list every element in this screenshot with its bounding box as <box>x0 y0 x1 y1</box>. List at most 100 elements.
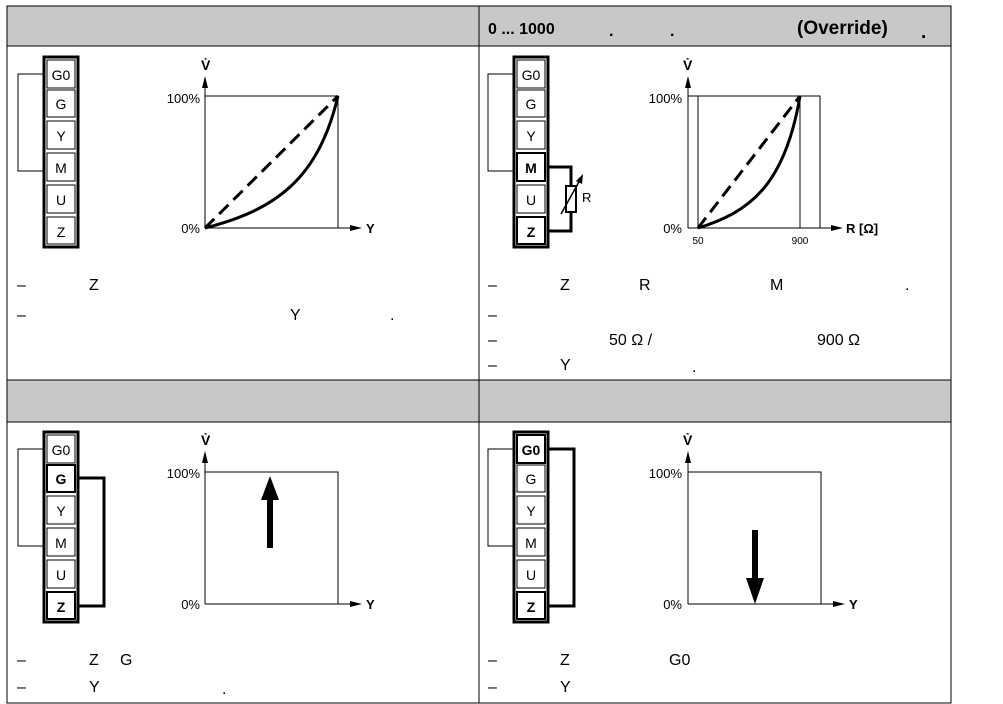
label-100pct: 100% <box>649 466 683 481</box>
svg-text:Y: Y <box>560 679 571 696</box>
tick-50: 50 <box>692 236 704 247</box>
description: – Z R M . – – 50 Ω / 900 Ω – Y . <box>488 277 909 376</box>
header-dot-b: . <box>670 23 674 40</box>
axis-y-label: Y <box>366 221 375 236</box>
header-row-top-left <box>7 6 479 46</box>
header-dot-a: . <box>609 23 613 40</box>
svg-text:R: R <box>639 277 651 294</box>
terminal-g0: G0 <box>52 67 71 83</box>
equal-percentage-curve <box>204 95 340 230</box>
equal-percentage-curve <box>697 95 802 230</box>
description: – Z – Y . <box>17 277 394 324</box>
svg-text:900 Ω: 900 Ω <box>817 332 860 349</box>
svg-text:Z: Z <box>89 277 99 294</box>
terminal-u: U <box>526 192 536 208</box>
svg-text:–: – <box>17 277 26 294</box>
panel-top-right: G0 G Y M U Z R V̇ 100% 0% 50 900 <box>487 55 909 376</box>
svg-text:–: – <box>488 332 497 349</box>
svg-text:50 Ω /: 50 Ω / <box>609 332 653 349</box>
axis-y-label: Y <box>849 597 858 612</box>
panel-bottom-right: G0 G Y M U Z V̇ 100% 0% Y – Z G0 – <box>487 430 858 696</box>
svg-text:–: – <box>17 652 26 669</box>
description: – Z G0 – Y <box>488 652 690 696</box>
terminal-m: M <box>525 535 537 551</box>
characteristic-chart: V̇ 100% 0% Y <box>649 432 858 612</box>
terminal-u: U <box>526 567 536 583</box>
bracket-g0-m <box>487 448 514 547</box>
resistor-icon <box>565 185 577 213</box>
terminal-g: G <box>526 471 537 487</box>
terminal-y: Y <box>56 128 66 144</box>
terminal-u: U <box>56 192 66 208</box>
bracket-g0-m <box>17 448 44 547</box>
svg-text:–: – <box>488 307 497 324</box>
linear-characteristic <box>203 94 340 230</box>
svg-text:Z: Z <box>560 652 570 669</box>
label-0pct: 0% <box>181 221 200 236</box>
svg-text:.: . <box>905 277 909 294</box>
label-0pct: 0% <box>663 221 682 236</box>
svg-text:.: . <box>222 681 226 698</box>
terminal-m: M <box>55 160 67 176</box>
header-dot-c: . <box>921 22 926 43</box>
svg-text:Z: Z <box>560 277 570 294</box>
svg-text:–: – <box>17 307 26 324</box>
terminal-z: Z <box>527 224 536 240</box>
svg-text:.: . <box>692 359 696 376</box>
svg-text:–: – <box>488 277 497 294</box>
jumper-g-z <box>78 476 106 608</box>
axis-vdot: V̇ <box>683 432 693 448</box>
table-grid <box>6 5 952 704</box>
bracket-g0-m <box>487 73 514 172</box>
resistor-wire <box>548 165 573 186</box>
terminal-y: Y <box>526 503 536 519</box>
terminal-y: Y <box>526 128 536 144</box>
svg-text:G: G <box>120 652 132 669</box>
axis-vdot: V̇ <box>201 57 211 73</box>
axis-y-label: Y <box>366 597 375 612</box>
bracket-g0-m <box>17 73 44 172</box>
terminal-block: G0 G Y M U Z <box>487 430 576 624</box>
header-row-top-right <box>479 6 951 46</box>
terminal-g: G <box>56 471 67 487</box>
svg-text:Y: Y <box>290 307 301 324</box>
svg-text:Y: Y <box>560 357 571 374</box>
label-0pct: 0% <box>181 597 200 612</box>
svg-text:–: – <box>488 357 497 374</box>
terminal-g: G <box>526 96 537 112</box>
axis-vdot: V̇ <box>683 57 693 73</box>
tick-900: 900 <box>792 236 809 247</box>
terminal-y: Y <box>56 503 66 519</box>
svg-text:–: – <box>488 679 497 696</box>
header-override: (Override) <box>797 18 888 39</box>
terminal-block: G0 G Y M U Z <box>17 430 106 624</box>
label-100pct: 100% <box>649 91 683 106</box>
panel-top-left: G0 G Y M U Z V̇ 100% 0% Y – Z – Y . <box>17 55 394 324</box>
svg-text:.: . <box>390 307 394 324</box>
terminal-block: G0 G Y M U Z <box>17 55 80 249</box>
svg-text:Z: Z <box>89 652 99 669</box>
terminal-g0: G0 <box>522 442 541 458</box>
svg-text:Y: Y <box>89 679 100 696</box>
terminal-u: U <box>56 567 66 583</box>
terminal-z: Z <box>527 599 536 615</box>
terminal-block: G0 G Y M U Z R <box>487 55 591 249</box>
jumper-g0-z <box>548 447 576 608</box>
svg-text:G0: G0 <box>669 652 690 669</box>
characteristic-chart: V̇ 100% 0% 50 900 R [Ω] <box>649 57 878 247</box>
resistor-label: R <box>582 190 591 205</box>
characteristic-chart: V̇ 100% 0% Y <box>167 432 375 612</box>
axis-vdot: V̇ <box>201 432 211 448</box>
label-100pct: 100% <box>167 466 201 481</box>
label-100pct: 100% <box>167 91 201 106</box>
svg-text:–: – <box>488 652 497 669</box>
resistor-adjust-arrow <box>560 179 581 215</box>
header-row-mid-left <box>7 380 479 422</box>
svg-text:M: M <box>770 277 783 294</box>
linear-characteristic <box>696 95 802 229</box>
terminal-g: G <box>56 96 67 112</box>
terminal-g0: G0 <box>522 67 541 83</box>
axis-r-label: R [Ω] <box>846 221 878 236</box>
panel-bottom-left: G0 G Y M U Z V̇ 100% 0% Y – Z G – <box>17 430 375 698</box>
